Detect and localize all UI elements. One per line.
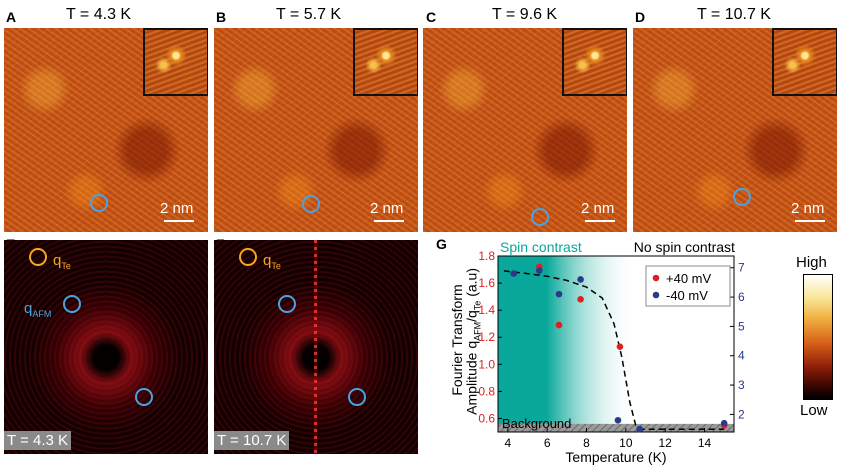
stm-inset-a: [143, 28, 208, 96]
panel-letter-a: A: [6, 9, 17, 25]
panel-letter-g: G: [436, 236, 447, 252]
y-right-tick-label: 5: [738, 319, 745, 333]
panel-letter-d: D: [635, 9, 646, 25]
x-axis-title: Temperature (K): [565, 449, 666, 465]
scalebar-label-b: 2 nm: [370, 200, 404, 217]
x-tick-label: 8: [583, 436, 590, 450]
scalebar-c: [585, 220, 615, 222]
stm-inset-c: [562, 28, 627, 96]
spin-contrast-label: Spin contrast: [500, 239, 582, 255]
scalebar-b: [374, 220, 404, 222]
stm-image-b: 2 nm: [214, 28, 418, 232]
scalebar-label-c: 2 nm: [581, 200, 615, 217]
temp-box-e: T = 4.3 K: [4, 431, 72, 450]
defect-circle-b: [302, 195, 320, 213]
panel-c-title: T = 9.6 K: [492, 6, 558, 23]
x-tick-label: 6: [544, 436, 551, 450]
y-left-tick-label: 1.2: [478, 330, 495, 344]
stm-image-d: 2 nm: [633, 28, 837, 232]
fft-streak-f: [314, 240, 317, 454]
q-te-ring-f: [239, 248, 257, 266]
stm-image-a: 2 nm: [4, 28, 208, 232]
stm-inset-b: [353, 28, 418, 96]
data-point-minus40: [555, 290, 563, 298]
y-right-tick-label: 7: [738, 261, 745, 275]
temp-box-f: T = 10.7 K: [214, 431, 290, 450]
q-afm-ring-e-2: [135, 388, 153, 406]
q-afm-ring-f: [278, 295, 296, 313]
y-left-tick-label: 1.0: [478, 357, 495, 371]
panel-b-title: T = 5.7 K: [276, 6, 342, 23]
q-afm-ring-e: [63, 295, 81, 313]
data-point-plus40: [616, 343, 624, 351]
stm-image-c: 2 nm: [423, 28, 627, 232]
defect-circle-a: [90, 194, 108, 212]
panel-d-title: T = 10.7 K: [697, 6, 771, 23]
q-te-label-e: qTe: [53, 252, 71, 271]
y-left-tick-label: 1.4: [478, 303, 495, 317]
defect-circle-c: [531, 208, 549, 226]
scalebar-d: [795, 220, 825, 222]
no-spin-contrast-label: No spin contrast: [634, 239, 735, 255]
background-label: Background: [502, 416, 571, 431]
background-band: [498, 423, 734, 433]
x-tick-label: 14: [698, 436, 712, 450]
panel-letter-b: B: [216, 9, 227, 25]
x-tick-label: 4: [504, 436, 511, 450]
colorbar-low-label: Low: [800, 402, 828, 419]
data-point-plus40: [577, 296, 584, 303]
y-right-tick-label: 2: [738, 407, 745, 421]
legend-box: [645, 265, 731, 307]
data-point-minus40: [510, 270, 518, 277]
data-point-minus40: [536, 267, 543, 274]
x-tick-label: 12: [658, 436, 672, 450]
y-left-tick-label: 0.8: [478, 384, 495, 398]
fit-curve: [503, 270, 725, 431]
scalebar-label-a: 2 nm: [160, 200, 194, 217]
data-point-minus40: [577, 276, 584, 283]
data-point-minus40: [720, 419, 728, 427]
spin-contrast-region: [498, 256, 638, 432]
colorbar-high-label: High: [796, 254, 827, 271]
fft-image-f: qTe T = 10.7 K: [214, 240, 418, 454]
x-tick-label: 10: [619, 436, 633, 450]
legend-marker: [652, 291, 660, 299]
defect-circle-d: [733, 188, 751, 206]
fft-image-e: qTe qAFM T = 4.3 K: [4, 240, 208, 454]
q-afm-label-e: qAFM: [24, 300, 52, 319]
panel-letter-c: C: [426, 9, 437, 25]
y-left-tick-label: 1.8: [478, 249, 495, 263]
plot-frame: [497, 255, 735, 433]
stm-inset-d: [772, 28, 837, 96]
legend-marker: [652, 274, 660, 282]
q-afm-ring-f-2: [348, 388, 366, 406]
panel-a-title: T = 4.3 K: [66, 6, 132, 23]
q-te-ring-e: [29, 248, 47, 266]
legend-label: +40 mV: [666, 271, 711, 286]
scalebar-a: [164, 220, 194, 222]
y-left-tick-label: 0.6: [478, 411, 495, 425]
data-point-minus40: [636, 425, 643, 433]
data-point-plus40: [555, 321, 563, 329]
q-te-label-f: qTe: [263, 252, 281, 271]
y-right-tick-label: 6: [738, 290, 745, 304]
temperature-chart: Background Spin contrast No spin contrast 4…: [478, 239, 745, 465]
y-left-tick-label: 1.6: [478, 276, 495, 290]
data-point-minus40: [614, 416, 622, 424]
colorbar-gradient: [803, 274, 833, 400]
legend-label: -40 mV: [666, 288, 708, 303]
y-right-tick-label: 3: [738, 378, 745, 392]
scalebar-label-d: 2 nm: [791, 200, 825, 217]
y-right-tick-label: 4: [738, 349, 745, 363]
